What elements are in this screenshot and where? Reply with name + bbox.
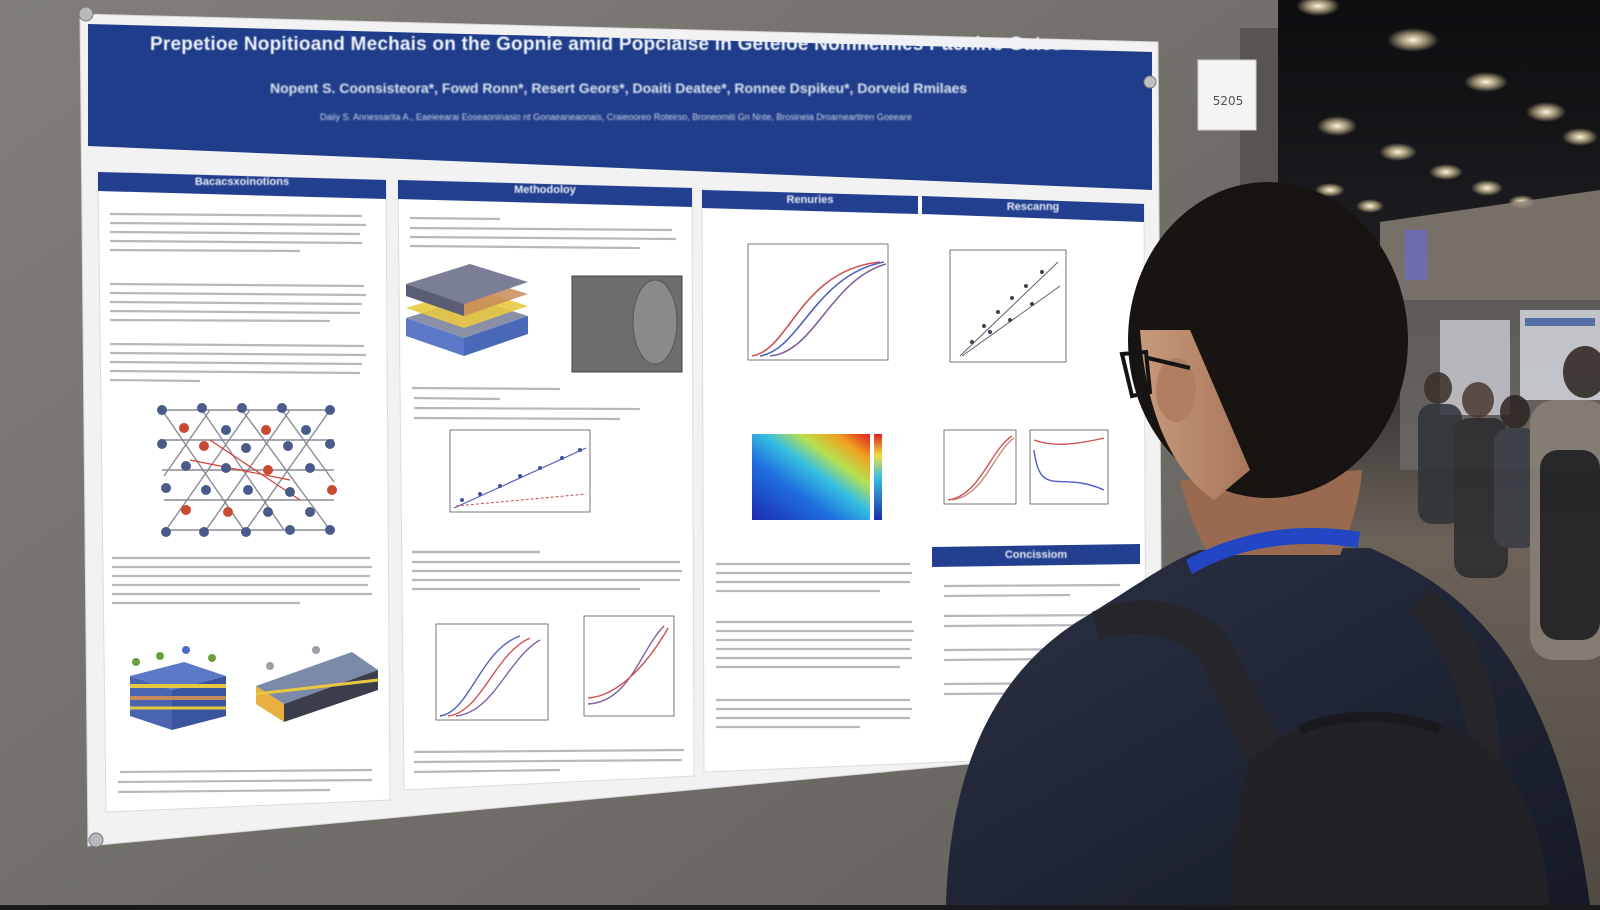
chart-sigmoid-methodology-2 bbox=[583, 615, 675, 717]
section-heading-methodology: Methodoloy bbox=[514, 184, 576, 196]
section-heading-discussion: Rescanng bbox=[1006, 201, 1060, 213]
section-heading-conclusions: Concissiom bbox=[1004, 549, 1068, 561]
poster-authors: Nopent S. Coonsisteora*, Fowd Ronn*, Res… bbox=[270, 80, 968, 96]
poster-affiliations: Daiiy S. Annessarita A., Eaeieearai Eose… bbox=[320, 112, 912, 122]
chart-sigmoid-small-1 bbox=[943, 429, 1017, 505]
poster-title: Prepetioe Nopitioand Mechais on the Gopn… bbox=[150, 34, 1063, 55]
section-heading-background: Bacacsxoinotions bbox=[194, 176, 290, 188]
board-number-label: 5205 bbox=[1212, 94, 1244, 108]
body-text-lines bbox=[109, 212, 1121, 794]
chart-curves-small-2 bbox=[1029, 429, 1109, 505]
chart-scatter-methodology bbox=[449, 429, 591, 513]
chart-sigmoid-results bbox=[747, 243, 889, 361]
crowd bbox=[1418, 346, 1600, 660]
poster bbox=[78, 6, 1167, 848]
chart-sigmoid-methodology-1 bbox=[435, 623, 549, 721]
person-viewer bbox=[946, 182, 1590, 905]
chart-heatmap bbox=[752, 434, 882, 520]
layer-stack-diagram-2 bbox=[130, 646, 379, 730]
section-heading-results: Renuries bbox=[786, 194, 834, 206]
layer-stack-diagram-1 bbox=[406, 264, 528, 356]
lattice-atoms bbox=[157, 403, 337, 537]
chart-scatter-results bbox=[949, 249, 1067, 363]
